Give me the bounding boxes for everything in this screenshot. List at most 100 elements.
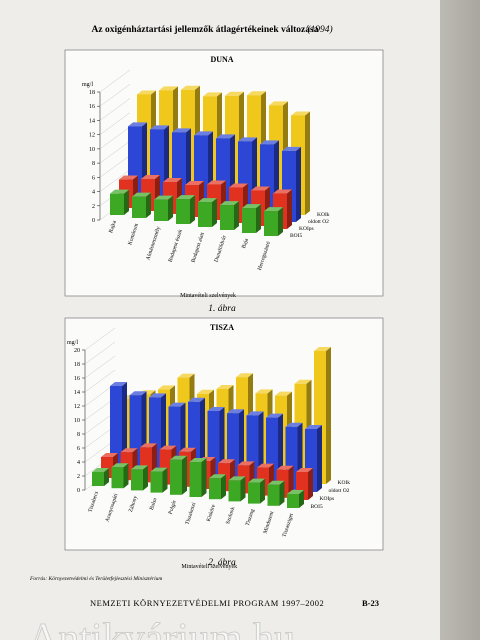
bar-top [266,413,283,418]
bar-side [190,195,195,224]
bar-top [181,85,200,90]
bar-side [278,207,283,236]
bar-top [228,476,246,481]
bar-top [236,373,253,378]
bar-side [182,455,187,495]
grid-line [84,355,116,379]
x-axis-label: Mintavételi szelvények [181,564,237,570]
y-axis-label: mg/l [82,82,93,88]
y-tick-label: 20 [74,348,80,354]
bar-side [279,480,285,506]
bar-side [201,458,207,497]
bar-top [264,207,283,212]
footer-page: B-23 [362,598,379,608]
bar-top [177,373,195,378]
bar-side [234,201,239,230]
bar-side [296,146,301,222]
bar-top [229,183,248,188]
legend-label: KOIps [299,226,314,232]
bar-top [185,181,204,185]
figure-caption: 2. ábra [208,558,236,568]
bar-top [285,422,303,427]
grid-line [99,140,131,164]
x-tick-label: Baja [241,237,250,249]
bar-front [264,211,278,236]
bar-top [269,101,288,106]
bar-top [275,391,292,396]
bar-top [159,86,178,91]
page-edge [440,0,480,640]
bar-top [276,465,294,470]
bar-top [287,490,304,494]
bar-top [247,91,266,96]
bar [189,458,207,497]
bar-top [198,198,217,203]
bar [111,463,129,489]
grid-line [99,84,131,107]
bar [150,467,168,493]
figure-caption: 1. ábra [208,304,236,314]
bar-front [154,199,168,221]
legend-label: BOI5 [311,504,323,510]
bar-side [221,474,226,500]
bar-front [209,478,221,500]
bar [110,189,129,215]
bar-top [216,385,234,389]
bar-top [305,425,322,429]
watermark: Antikvárium.hu [28,616,295,640]
bar-top [111,463,129,468]
x-tick-label: Rajka [108,219,118,234]
x-tick-label: Kisköre [206,503,217,522]
chart-title: TISZA [210,323,234,332]
bar-side [287,189,292,229]
bar-top [119,175,138,180]
x-tick-label: Záhony [128,495,139,513]
bar-side [123,463,129,489]
y-tick-label: 6 [92,175,95,181]
bar-front [110,386,122,470]
bar-side [162,467,168,493]
bar-side [299,490,304,508]
bar-top [216,134,235,139]
bar-top [207,180,226,185]
bar-side [256,204,261,233]
bar-top [131,465,148,470]
bar [242,204,261,233]
bar [248,478,265,504]
grid-line [84,341,116,365]
bar [132,192,151,218]
bar-front [150,471,163,493]
y-tick-label: 8 [92,161,95,167]
grid-line [99,112,131,135]
bar-top [176,195,195,200]
grid-line [99,98,131,121]
legend-label: KOIk [317,212,330,218]
y-tick-label: 4 [92,190,95,196]
bar-side [240,476,246,502]
bar-side [146,192,151,218]
page-title: Az oxigénháztartási jellemzők átlagérték… [92,25,319,35]
bar-top [159,445,177,450]
y-tick-label: 0 [77,488,80,494]
grid-line [99,169,131,192]
bar-top [120,448,138,453]
y-tick-label: 8 [77,432,80,438]
y-tick-label: 2 [77,474,80,480]
bar-top [296,468,313,472]
bar-top [238,137,257,142]
bar-top [101,453,118,457]
bar [92,468,109,486]
bar-side [288,465,294,498]
bar-top [209,474,226,479]
page-title-year: (1994) [307,24,332,35]
bar-front [176,199,190,224]
y-tick-label: 10 [74,418,80,424]
bar-top [203,92,222,97]
bar-top [129,391,147,396]
x-tick-label: Polgár [168,499,178,515]
bar-side [317,425,322,492]
bar-front [198,202,212,227]
y-tick-label: 18 [89,90,95,96]
